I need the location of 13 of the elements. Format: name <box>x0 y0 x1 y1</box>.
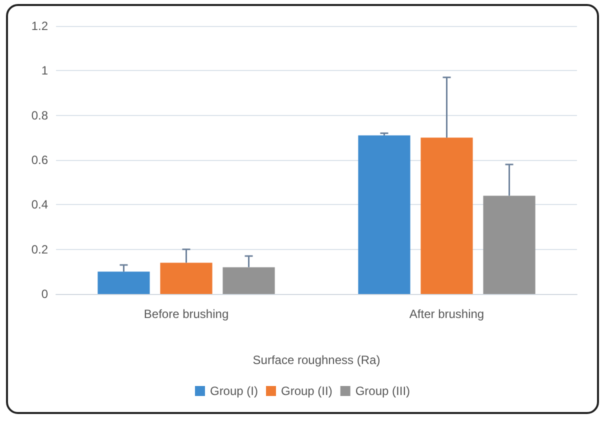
x-tick-label: Before brushing <box>144 307 229 321</box>
y-tick-label: 1.2 <box>31 19 48 33</box>
x-axis-title: Surface roughness (Ra) <box>252 353 380 367</box>
y-tick-label: 0.6 <box>31 153 48 167</box>
legend-label: Group (II) <box>280 384 332 398</box>
y-tick-label: 1 <box>41 64 48 78</box>
legend-label: Group (III) <box>355 384 410 398</box>
y-tick-label: 0.8 <box>31 108 48 122</box>
y-tick-label: 0.2 <box>31 242 48 256</box>
y-tick-label: 0.4 <box>31 198 48 212</box>
y-tick-label: 0 <box>41 287 48 301</box>
legend-label: Group (I) <box>210 384 258 398</box>
x-tick-label: After brushing <box>409 307 484 321</box>
